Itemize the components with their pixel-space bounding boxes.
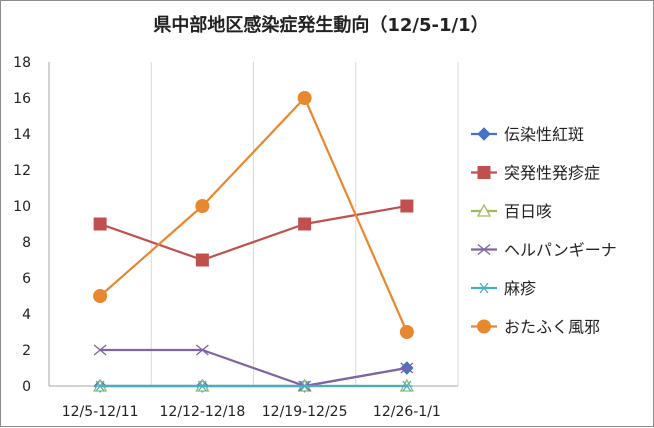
data-point-marker	[477, 319, 491, 334]
data-point-marker	[399, 325, 414, 339]
star-marker	[400, 380, 413, 392]
x-marker	[477, 244, 491, 255]
x-tick-label: 12/19-12/25	[262, 404, 348, 420]
square-marker	[400, 199, 414, 213]
x-marker	[195, 344, 209, 356]
data-point-marker	[400, 380, 413, 392]
y-tick-label: 10	[13, 199, 31, 215]
legend-label: おたふく風邪	[504, 318, 600, 337]
legend-label: 伝染性紅斑	[504, 125, 584, 144]
circle-marker	[195, 199, 210, 213]
data-point-marker	[477, 166, 491, 179]
data-point-marker	[195, 344, 209, 356]
data-point-marker	[478, 282, 490, 294]
grid-lines	[48, 62, 459, 386]
series-line	[99, 96, 408, 333]
y-tick-label: 12	[13, 163, 31, 179]
square-marker	[195, 253, 209, 267]
star-marker	[298, 380, 311, 392]
y-tick-label: 8	[22, 235, 31, 251]
star-marker	[94, 380, 107, 392]
data-point-marker	[477, 127, 491, 141]
series-line	[100, 348, 408, 388]
x-marker	[93, 344, 107, 356]
legend-item: 百日咳	[471, 202, 552, 221]
y-tick-label: 18	[13, 55, 31, 71]
legend-label: 麻疹	[504, 279, 536, 298]
legend-item: おたふく風邪	[471, 318, 600, 337]
data-point-marker	[93, 289, 108, 303]
triangle-marker	[476, 203, 492, 217]
y-tick-label: 4	[22, 307, 31, 323]
circle-marker	[399, 325, 414, 339]
x-marker	[400, 362, 414, 374]
data-point-marker	[94, 380, 107, 392]
x-tick-label: 12/26-1/1	[373, 404, 441, 420]
legend-item: 突発性発疹症	[471, 164, 600, 183]
series-5	[94, 380, 413, 392]
star-marker	[196, 380, 209, 392]
y-tick-label: 0	[22, 379, 31, 395]
diamond-marker	[477, 127, 491, 141]
legend-label: ヘルパンギーナ	[504, 241, 617, 260]
x-tick-label: 12/12-12/18	[160, 404, 246, 420]
circle-marker	[93, 289, 108, 303]
y-tick-label: 6	[22, 271, 31, 287]
chart-title: 県中部地区感染症発生動向（12/5-1/1）	[153, 14, 488, 36]
legend-label: 突発性発疹症	[504, 164, 600, 183]
data-point-marker	[297, 91, 312, 105]
data-point-marker	[195, 199, 210, 213]
x-tick-label: 12/5-12/11	[62, 404, 139, 420]
circle-marker	[477, 319, 491, 334]
data-point-marker	[477, 244, 491, 255]
data-point-marker	[476, 203, 492, 217]
data-point-marker	[298, 380, 311, 392]
data-point-marker	[195, 253, 209, 267]
series-6	[93, 91, 414, 339]
data-point-marker	[400, 362, 414, 374]
star-marker	[478, 282, 490, 294]
series-layer	[93, 91, 414, 393]
legend-item: 麻疹	[471, 279, 536, 298]
y-tick-label: 16	[13, 91, 31, 107]
square-marker	[93, 217, 107, 231]
axes: 0 2 4 6 8 10 12 14 16 18 12/5-12/11 12/12-12/18 12/1…	[13, 55, 458, 420]
data-point-marker	[196, 380, 209, 392]
series-4	[93, 344, 414, 392]
data-point-marker	[298, 217, 312, 231]
legend-label: 百日咳	[504, 202, 552, 221]
y-tick-label: 14	[13, 127, 31, 143]
data-point-marker	[93, 217, 107, 231]
square-marker	[477, 166, 491, 179]
data-point-marker	[400, 199, 414, 213]
legend-item: 伝染性紅斑	[471, 125, 584, 144]
y-tick-label: 2	[22, 343, 31, 359]
data-point-marker	[93, 344, 107, 356]
legend-item: ヘルパンギーナ	[471, 241, 617, 260]
circle-marker	[297, 91, 312, 105]
square-marker	[298, 217, 312, 231]
